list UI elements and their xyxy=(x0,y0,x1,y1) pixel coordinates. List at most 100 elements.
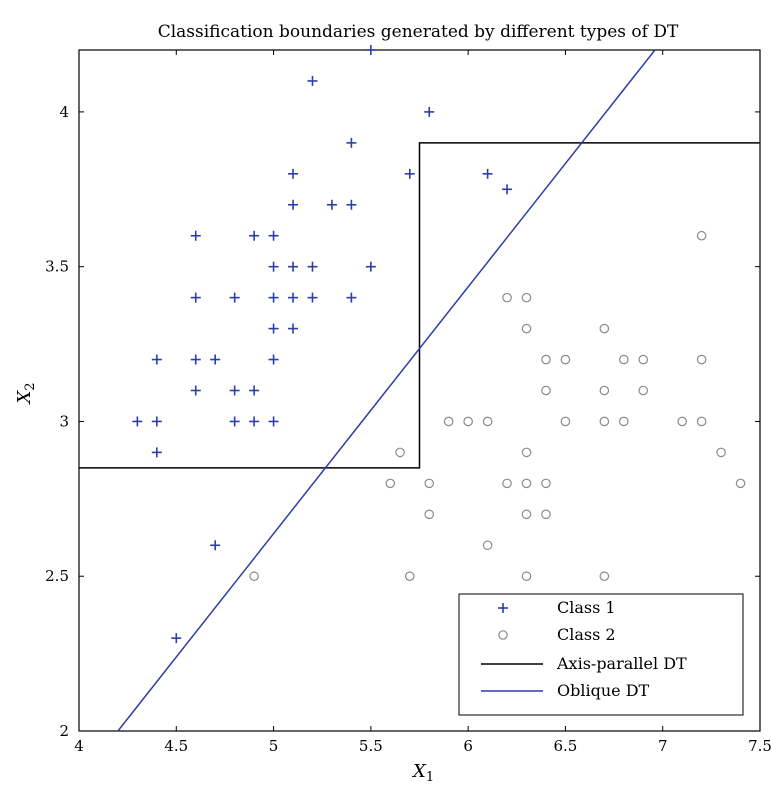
tick-marks xyxy=(78,50,761,732)
class2-point xyxy=(599,385,610,396)
legend-label: Axis-parallel DT xyxy=(556,654,687,673)
y-tick-label: 3 xyxy=(59,412,69,430)
class1-point xyxy=(171,633,182,644)
class2-point xyxy=(424,509,435,520)
oblique-boundary xyxy=(117,49,656,732)
class1-point xyxy=(268,292,279,303)
x-tick-label: 5 xyxy=(269,737,279,755)
class1-point xyxy=(365,261,376,272)
plot-area: 4 4.5 5 5.5 6 6.5 7 7.5 2 2.5 3 3.5 4 xyxy=(45,45,771,755)
class2-point xyxy=(560,354,571,365)
class2-point xyxy=(521,478,532,489)
class2-point xyxy=(404,571,415,582)
class1-point xyxy=(288,292,299,303)
class1-point xyxy=(288,261,299,272)
x-tick-label: 6 xyxy=(463,737,473,755)
y-tick-label: 4 xyxy=(59,103,69,121)
legend-label: Class 2 xyxy=(557,625,616,644)
class2-point xyxy=(541,385,551,396)
class1-point xyxy=(132,416,143,427)
class1-point xyxy=(502,184,513,195)
class2-point xyxy=(638,354,649,365)
y-tick-label: 3.5 xyxy=(45,258,69,276)
class1-point xyxy=(326,199,337,210)
class1-point xyxy=(288,168,299,179)
class2-point xyxy=(482,540,493,551)
class1-point xyxy=(190,354,201,365)
plot-frame xyxy=(78,49,761,732)
legend-class2-marker xyxy=(498,630,508,640)
class2-point xyxy=(249,571,259,582)
class1-point xyxy=(268,230,279,241)
x-tick-label: 7 xyxy=(658,737,668,755)
x-tick-label: 6.5 xyxy=(553,737,577,755)
class1-point xyxy=(229,416,240,427)
legend-items: Class 1 Class 2 Axis-parallel DT Oblique DT xyxy=(481,598,687,700)
class1-point xyxy=(190,230,201,241)
class2-point xyxy=(677,416,687,427)
class1-point xyxy=(288,323,299,334)
class1-point xyxy=(346,199,357,210)
class1-point xyxy=(346,292,357,303)
legend-label: Class 1 xyxy=(557,598,616,617)
class2-point xyxy=(482,416,493,427)
legend-box xyxy=(458,593,744,716)
class1-point xyxy=(229,385,240,396)
class1-point xyxy=(210,540,221,551)
class2-point xyxy=(599,323,610,334)
chart-title: Classification boundaries generated by d… xyxy=(158,22,679,42)
class2-point xyxy=(385,478,396,489)
data-points xyxy=(132,45,746,644)
class1-point xyxy=(307,292,318,303)
class2-point xyxy=(424,478,435,489)
x-axis-label-main: X xyxy=(411,761,427,782)
class1-point xyxy=(268,416,279,427)
legend: Class 1 Class 2 Axis-parallel DT Oblique DT xyxy=(458,593,744,716)
class1-point xyxy=(482,168,493,179)
class2-point xyxy=(618,416,629,427)
class2-point xyxy=(716,447,726,458)
x-axis-label-sub: 1 xyxy=(426,770,434,785)
class1-point xyxy=(307,261,318,272)
class1-point xyxy=(365,45,376,55)
x-tick-label: 4.5 xyxy=(164,737,188,755)
class2-point xyxy=(541,478,551,489)
class1-point xyxy=(151,416,162,427)
class2-point xyxy=(521,292,532,303)
y-tick-label: 2.5 xyxy=(45,567,69,585)
class2-point xyxy=(618,354,629,365)
y-axis-label-main: X xyxy=(14,390,35,406)
class1-point xyxy=(268,261,279,272)
y-axis-label-sub: 2 xyxy=(23,382,38,390)
class1-point xyxy=(346,137,357,148)
x-tick-label: 7.5 xyxy=(748,737,771,755)
class2-point xyxy=(599,416,610,427)
class1-point xyxy=(151,354,162,365)
class2-point xyxy=(599,571,610,582)
class2-point xyxy=(696,416,707,427)
class2-point xyxy=(502,478,512,489)
class1-point xyxy=(268,323,279,334)
class2-point xyxy=(541,354,551,365)
class1-point xyxy=(190,385,201,396)
class2-point xyxy=(735,478,746,489)
y-tick-labels: 2 2.5 3 3.5 4 xyxy=(45,103,69,740)
class2-point xyxy=(521,509,532,520)
x-tick-labels: 4 4.5 5 5.5 6 6.5 7 7.5 xyxy=(74,737,771,755)
class2-point xyxy=(521,447,532,458)
class1-point xyxy=(249,230,260,241)
class1-point xyxy=(151,447,162,458)
class2-point xyxy=(696,354,707,365)
class1-point xyxy=(249,385,260,396)
x-tick-label: 5.5 xyxy=(359,737,383,755)
class2-point xyxy=(696,230,707,241)
legend-class1-marker xyxy=(498,603,508,613)
boundaries xyxy=(79,49,760,732)
class2-point xyxy=(521,571,532,582)
class2-point xyxy=(395,447,405,458)
class2-point xyxy=(521,323,532,334)
class1-point xyxy=(288,199,299,210)
class2-point xyxy=(541,509,551,520)
x-axis-label: X1 xyxy=(411,761,434,785)
